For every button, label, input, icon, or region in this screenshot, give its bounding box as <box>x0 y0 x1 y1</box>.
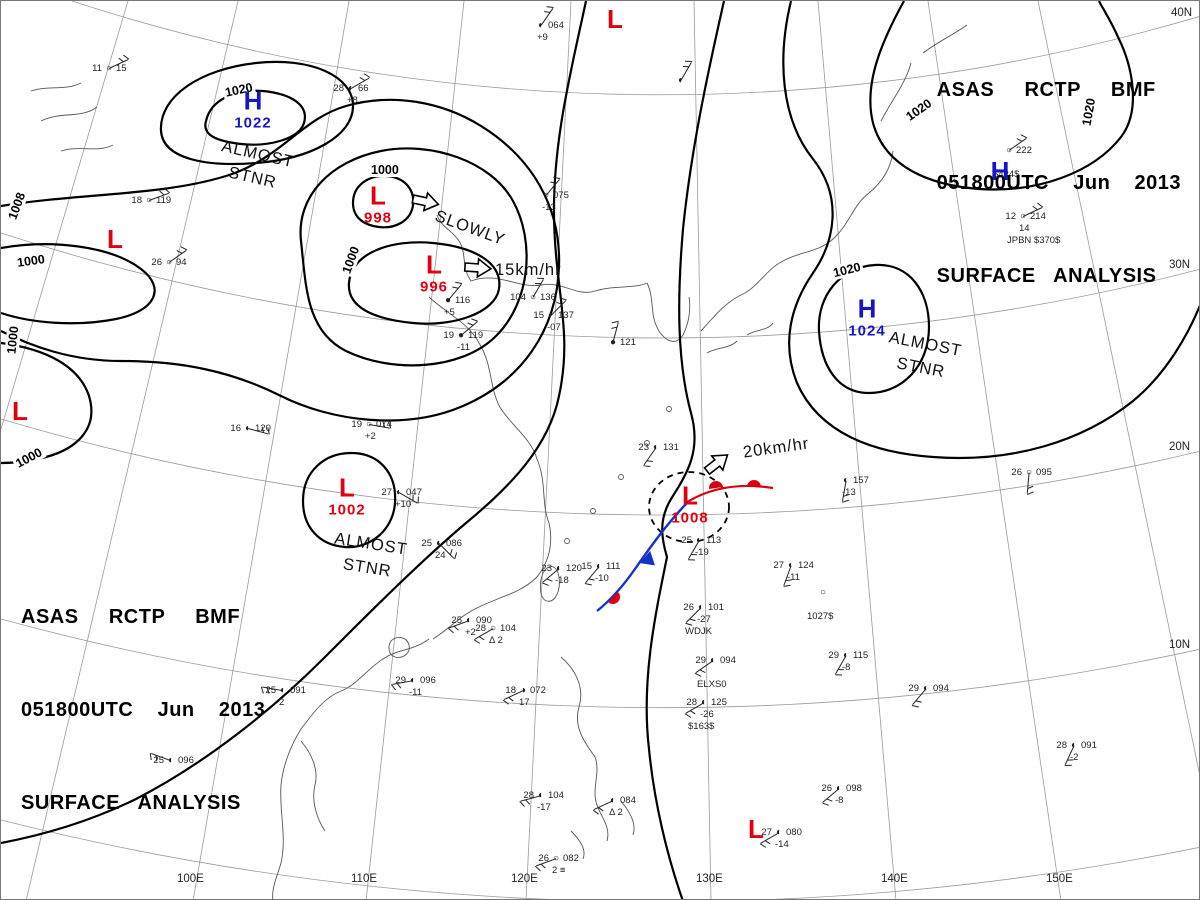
movement-arrow-icon <box>411 191 440 212</box>
isobar-central <box>645 1 726 899</box>
movement-arrow-icon <box>463 257 493 279</box>
coastline <box>272 638 430 899</box>
title-line-1: ASAS RCTP BMF <box>21 606 241 628</box>
meridian-100e <box>192 1 350 899</box>
front-layer <box>596 480 774 612</box>
title-line-3: SURFACE ANALYSIS <box>936 265 1157 287</box>
warm-front-line <box>688 484 774 502</box>
parallel-eq <box>1 819 1199 899</box>
parallel-20n <box>1 418 1199 516</box>
isobar-1020-h1024 <box>817 263 931 395</box>
title-line-2: 051800UTC Jun 2013 <box>936 172 1181 194</box>
coastline <box>700 150 894 332</box>
coastline <box>560 656 609 842</box>
coastline <box>706 322 774 354</box>
title-line-1: ASAS RCTP BMF <box>936 79 1156 101</box>
meridian-130e <box>693 1 712 899</box>
title-line-2: 051800UTC Jun 2013 <box>21 699 266 721</box>
movement-arrow-layer <box>411 191 729 476</box>
meridian-90e <box>26 1 239 899</box>
title-block-top-right: ASAS RCTP BMF 051800UTC Jun 2013 SURFACE… <box>937 13 1181 354</box>
coastline <box>646 282 691 342</box>
isobar-1000-l996 <box>347 241 501 325</box>
island <box>564 538 570 544</box>
isobar-1020-h1022-inner <box>204 89 306 146</box>
coastline <box>30 82 114 152</box>
island <box>644 440 650 446</box>
coastline <box>470 277 648 293</box>
cold-front-symbol <box>639 550 655 566</box>
movement-arrow-icon <box>703 454 729 476</box>
coastline <box>880 24 968 122</box>
coastline <box>539 566 560 602</box>
isobar-1000-west-upper <box>1 243 156 325</box>
isobar-1020-topright <box>869 1 1134 191</box>
coastline <box>388 637 410 658</box>
stationary-front-warm-symbol <box>608 591 620 604</box>
isobar-h1022-outer <box>159 60 355 166</box>
isobar-1000-west-lower <box>1 341 93 465</box>
isobar-1008-west <box>1 98 561 422</box>
warm-front-symbol <box>709 481 723 489</box>
island <box>590 508 596 514</box>
meridian-120e <box>525 1 572 899</box>
meridian-140e <box>817 1 897 899</box>
meridian-160e <box>1037 1 1199 774</box>
meridian-110e <box>365 1 465 899</box>
isobar-1000-l998 <box>351 174 415 229</box>
title-block-bottom-left: ASAS RCTP BMF 051800UTC Jun 2013 SURFACE… <box>21 540 265 881</box>
coastline <box>570 800 635 860</box>
parallel-40n <box>71 1 1199 96</box>
meridian-80e <box>1 1 129 430</box>
warm-front-symbol <box>747 480 761 488</box>
isobar-l1002 <box>301 451 397 549</box>
island <box>666 406 672 412</box>
meridian-150e <box>927 1 1062 899</box>
island <box>618 474 624 480</box>
isobar-pacific-outer <box>782 1 1199 460</box>
stationary-front-line <box>596 500 690 612</box>
isobar-trough-main <box>1 1 588 845</box>
isobar-lows-outer <box>299 147 528 367</box>
coastline <box>300 740 326 832</box>
title-line-3: SURFACE ANALYSIS <box>21 792 241 814</box>
